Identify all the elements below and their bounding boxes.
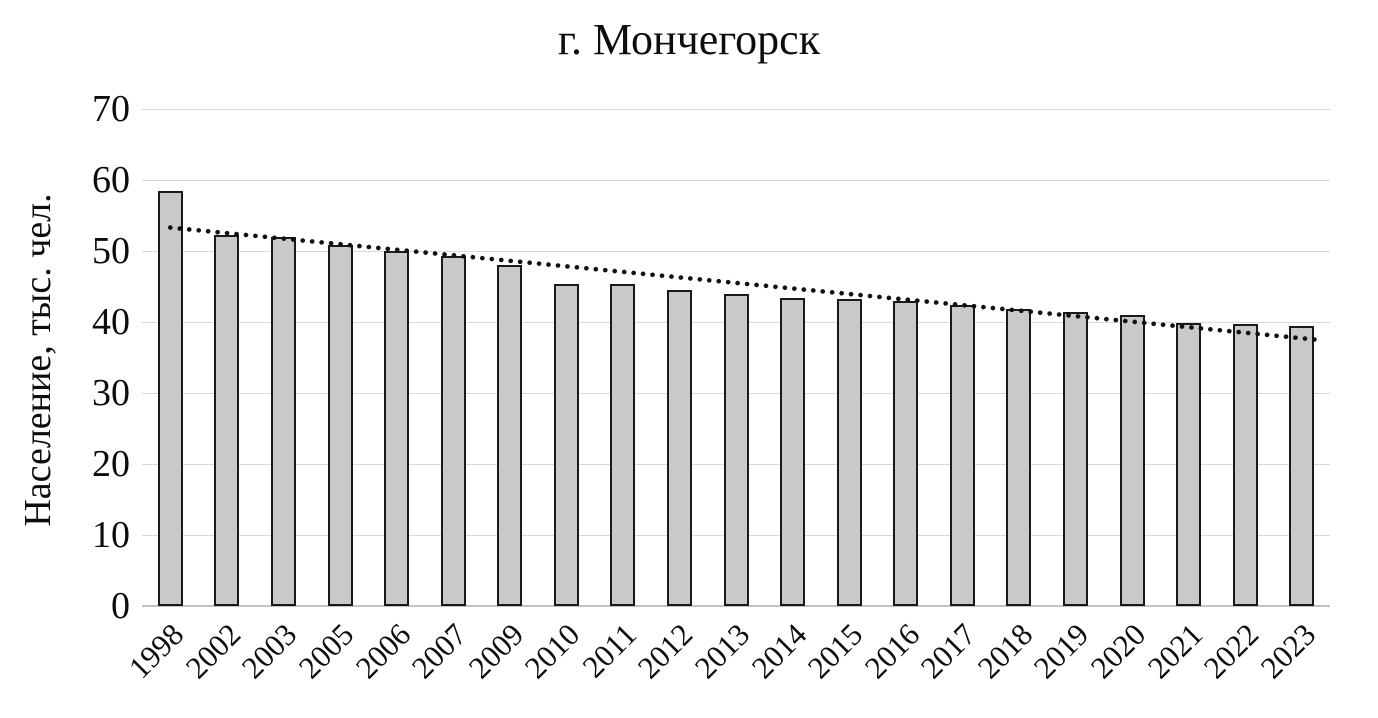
x-tick-label-2010: 2010 <box>518 616 587 686</box>
bar-2012 <box>666 290 692 606</box>
chart-title: г. Мончегорск <box>557 15 821 64</box>
y-tick-label-70: 70 <box>92 88 130 130</box>
x-tick-label-2023: 2023 <box>1253 616 1323 686</box>
x-tick-label-2022: 2022 <box>1196 616 1266 686</box>
bar-2022 <box>1232 324 1258 606</box>
y-tick-label-50: 50 <box>92 230 130 272</box>
x-tick-label-2018: 2018 <box>970 616 1040 686</box>
x-tick-label-1998: 1998 <box>122 616 191 686</box>
x-tick-label-2002: 2002 <box>178 616 248 686</box>
y-tick-label-40: 40 <box>92 301 130 343</box>
y-tick-label-20: 20 <box>92 443 130 485</box>
gridline-50 <box>142 251 1330 252</box>
x-tick-label-2015: 2015 <box>800 616 870 686</box>
bar-2016 <box>893 301 919 606</box>
bar-2010 <box>553 284 579 606</box>
bar-2020 <box>1119 315 1145 606</box>
bar-2011 <box>610 284 636 606</box>
bar-2005 <box>327 245 353 606</box>
bar-2023 <box>1289 326 1315 606</box>
bar-2003 <box>270 237 296 606</box>
bar-2014 <box>780 298 806 606</box>
x-tick-label-2012: 2012 <box>631 616 700 686</box>
x-tick-label-2007: 2007 <box>404 616 474 686</box>
bar-2015 <box>836 299 862 606</box>
x-tick-label-2020: 2020 <box>1083 616 1153 686</box>
x-tick-label-2019: 2019 <box>1027 616 1096 686</box>
bar-2018 <box>1006 309 1032 606</box>
plot-area <box>142 109 1330 607</box>
bar-2002 <box>214 235 240 606</box>
bar-2013 <box>723 294 749 606</box>
bar-2006 <box>384 251 410 606</box>
x-tick-label-2016: 2016 <box>857 616 927 686</box>
y-tick-label-0: 0 <box>111 585 130 627</box>
gridline-70 <box>142 109 1330 110</box>
x-tick-label-2005: 2005 <box>291 616 361 686</box>
gridline-60 <box>142 180 1330 181</box>
x-tick-label-2011: 2011 <box>575 616 644 685</box>
y-tick-label-10: 10 <box>92 514 130 556</box>
x-tick-label-2006: 2006 <box>348 616 417 686</box>
bar-1998 <box>157 191 183 606</box>
bar-2009 <box>497 265 523 606</box>
x-tick-label-2003: 2003 <box>235 616 304 686</box>
x-tick-label-2009: 2009 <box>461 616 531 686</box>
x-axis-baseline <box>142 605 1330 607</box>
y-tick-label-30: 30 <box>92 372 130 414</box>
x-tick-label-2013: 2013 <box>687 616 757 686</box>
x-tick-label-2021: 2021 <box>1140 616 1209 686</box>
bar-2021 <box>1176 323 1202 606</box>
x-tick-label-2014: 2014 <box>744 616 813 686</box>
y-tick-label-60: 60 <box>92 159 130 201</box>
bar-2019 <box>1062 312 1088 606</box>
bar-2017 <box>949 305 975 606</box>
x-tick-label-2017: 2017 <box>914 616 983 686</box>
bar-2007 <box>440 256 466 606</box>
